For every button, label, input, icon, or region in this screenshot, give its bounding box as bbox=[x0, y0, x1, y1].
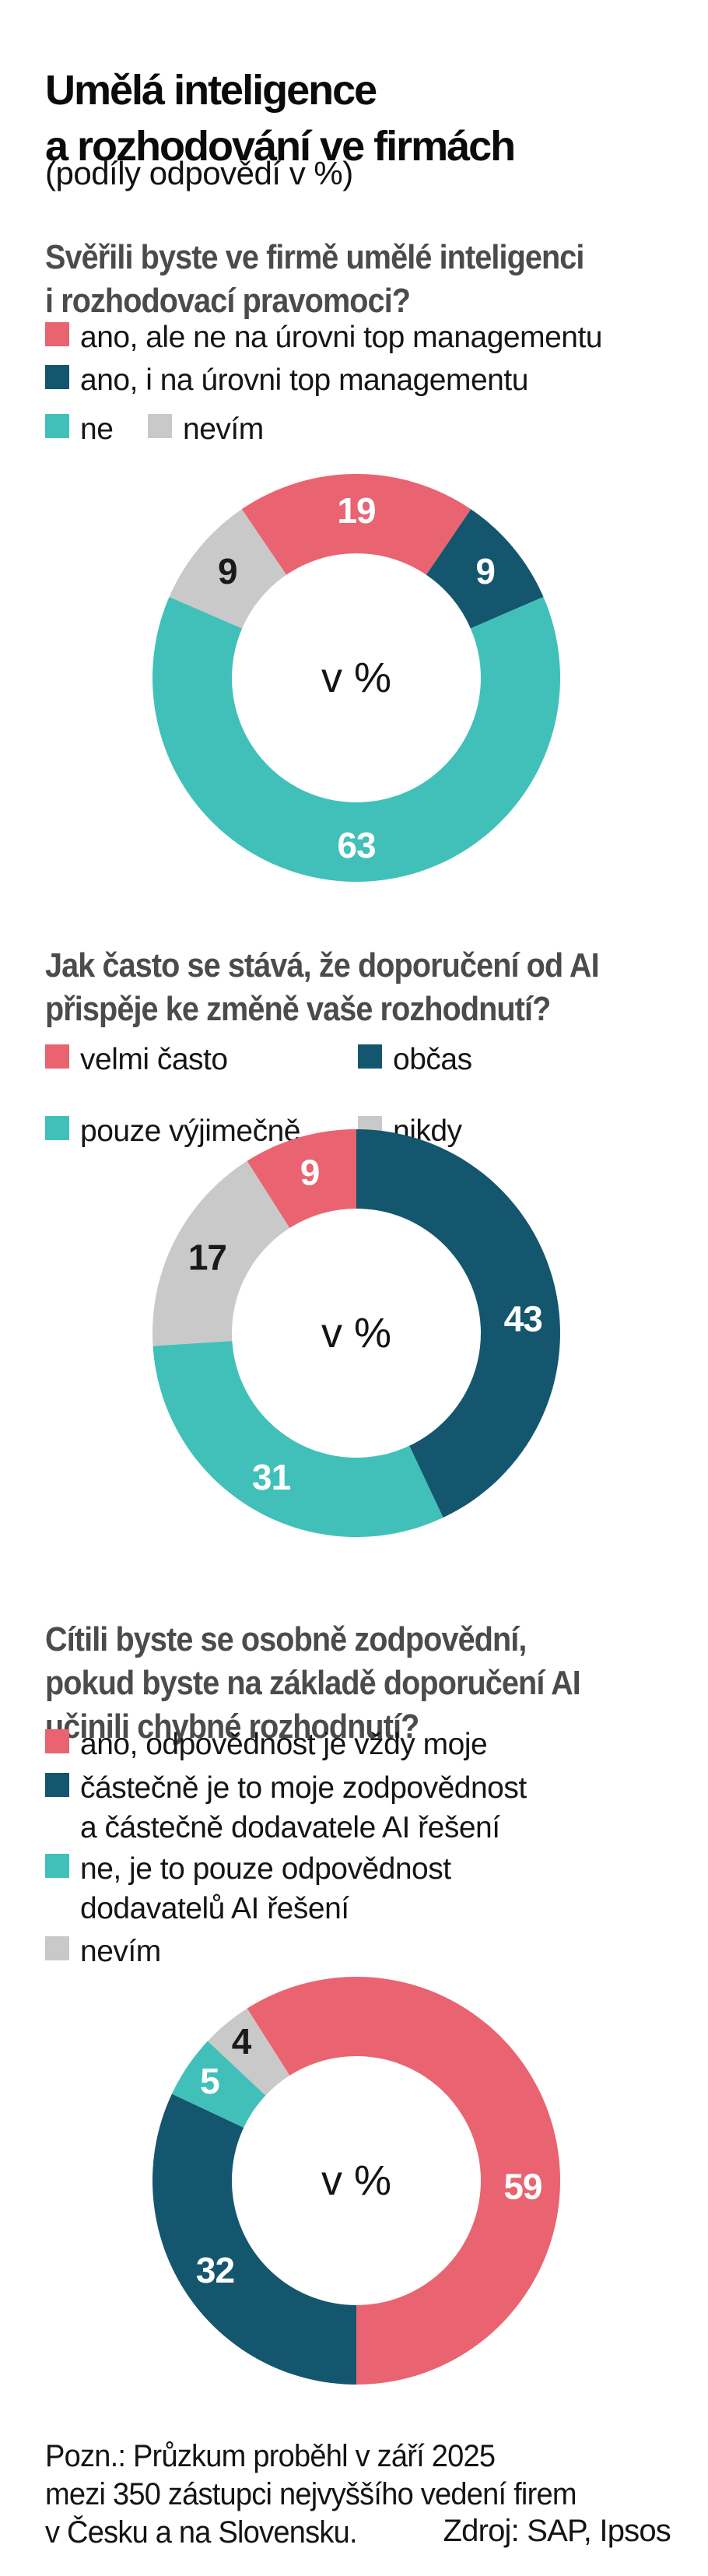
legend-item: nevím bbox=[45, 1932, 161, 1971]
page-title: Umělá inteligence a rozhodování ve firmá… bbox=[45, 67, 516, 170]
legend-label: nevím bbox=[80, 1935, 161, 1968]
donut-segment-ano-ne-na-urovni-top-managementu bbox=[241, 474, 471, 575]
donut-chart-ai-responsibility: 59 32 54 v % bbox=[152, 1977, 560, 2385]
legend-swatch-teal bbox=[45, 414, 69, 438]
donut-chart-ai-decision-rights: 19 9 63 9 v % bbox=[152, 474, 560, 882]
legend-swatch-teal bbox=[45, 1854, 69, 1878]
donut-segment-velmi-casto bbox=[247, 1129, 356, 1228]
donut-value-label-ano-odpovednost-vzdy-moje: 59 bbox=[503, 2167, 542, 2207]
legend-swatch-gray bbox=[45, 1936, 69, 1960]
donut-segment-castecne-moje-a-dodavatele bbox=[152, 2093, 356, 2385]
donut-segment-pouze-odpovednost-dodavatelu bbox=[171, 2041, 266, 2128]
question-2: Jak často se stává, že doporučení od AI … bbox=[45, 946, 600, 1028]
donut-value-label-nevim: 4 bbox=[232, 2021, 252, 2062]
legend-item: ne bbox=[45, 409, 114, 449]
legend-label: částečně je to moje zodpovědnost a částe… bbox=[80, 1771, 527, 1844]
donut-segment-nevim bbox=[208, 2008, 290, 2096]
donut-value-label-pouze-vyjimecne: 31 bbox=[252, 1457, 291, 1497]
legend-label: ano, odpovědnost je vždy moje bbox=[80, 1728, 488, 1761]
donut-value-label-nikdy: 17 bbox=[188, 1237, 226, 1277]
legend-swatch-dark bbox=[358, 1044, 382, 1069]
donut-value-label-castecne-moje-a-dodavatele: 32 bbox=[196, 2250, 234, 2290]
legend-label: nevím bbox=[183, 412, 264, 446]
legend-item: ano, ale ne na úrovni top managementu bbox=[45, 318, 603, 357]
donut-value-label-nevim: 9 bbox=[218, 551, 237, 591]
legend-swatch-teal bbox=[45, 1116, 69, 1140]
legend-item: občas bbox=[358, 1040, 472, 1079]
donut-segment-pouze-vyjimecne bbox=[152, 1341, 443, 1537]
legend-item: pouze výjimečně bbox=[45, 1111, 300, 1151]
donut-chart-ai-recommendation-frequency: 43 31 17 9 v % bbox=[152, 1129, 560, 1537]
legend-swatch-red bbox=[45, 322, 69, 346]
legend-label: pouze výjimečně bbox=[80, 1114, 300, 1148]
legend-swatch-dark bbox=[45, 1773, 69, 1797]
legend-label: občas bbox=[393, 1043, 472, 1076]
donut-value-label-ano-i-na-urovni-top-managementu: 9 bbox=[475, 551, 495, 591]
donut-segment-obcas bbox=[356, 1129, 560, 1518]
donut-segment-nevim bbox=[169, 509, 287, 629]
donut-value-label-pouze-odpovednost-dodavatelu: 5 bbox=[200, 2061, 219, 2101]
legend-swatch-gray bbox=[148, 414, 172, 438]
legend-item: ano, i na úrovni top managementu bbox=[45, 360, 528, 400]
legend-swatch-dark bbox=[45, 365, 69, 389]
footer-source: Zdroj: SAP, Ipsos bbox=[443, 2514, 671, 2548]
footer-note: Pozn.: Průzkum proběhl v září 2025 mezi … bbox=[45, 2439, 577, 2550]
question-3: Cítili byste se osobně zodpovědní, pokud… bbox=[45, 1620, 581, 1746]
donut-segment-ne bbox=[152, 596, 560, 882]
donut-center-label: v % bbox=[321, 2157, 391, 2204]
donut-segment-ano-odpovednost-vzdy-moje bbox=[247, 1977, 560, 2385]
donut-center-label: v % bbox=[321, 1310, 391, 1356]
legend-item: ne, je to pouze odpovědnost dodavatelů A… bbox=[45, 1849, 451, 1928]
legend-swatch-red bbox=[45, 1729, 69, 1753]
donut-segment-nikdy bbox=[152, 1160, 290, 1346]
legend-item: částečně je to moje zodpovědnost a částe… bbox=[45, 1768, 527, 1848]
page-subtitle: (podíly odpovědí v %) bbox=[45, 155, 353, 191]
donut-value-label-ne: 63 bbox=[337, 825, 375, 865]
donut-value-label-ano-ne-na-urovni-top-managementu: 19 bbox=[337, 490, 375, 531]
legend-label: velmi často bbox=[80, 1043, 228, 1076]
legend-item: ano, odpovědnost je vždy moje bbox=[45, 1725, 488, 1764]
donut-value-label-velmi-casto: 9 bbox=[300, 1153, 320, 1193]
legend-item: nevím bbox=[148, 409, 264, 449]
legend-item: velmi často bbox=[45, 1040, 228, 1079]
question-1: Svěřili byste ve firmě umělé inteligenci… bbox=[45, 237, 584, 320]
legend-label: ano, i na úrovni top managementu bbox=[80, 363, 528, 397]
donut-value-label-obcas: 43 bbox=[504, 1298, 542, 1339]
legend-label: ano, ale ne na úrovni top managementu bbox=[80, 321, 603, 354]
donut-segment-ano-i-na-urovni-top-managementu bbox=[426, 509, 544, 629]
legend-label: ne bbox=[80, 412, 114, 446]
legend-label: ne, je to pouze odpovědnost dodavatelů A… bbox=[80, 1852, 451, 1925]
donut-center-label: v % bbox=[321, 655, 391, 701]
legend-swatch-red bbox=[45, 1044, 69, 1069]
